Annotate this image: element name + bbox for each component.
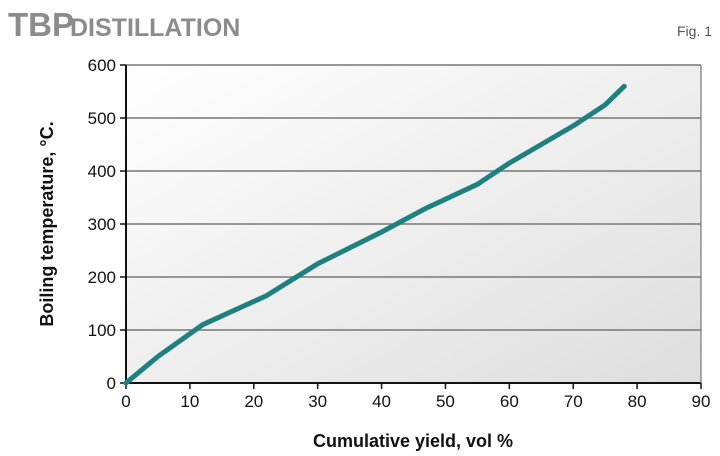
- y-tick-label-600: 600: [88, 56, 116, 75]
- chart-title-main: TBP: [8, 6, 74, 43]
- y-tick-label-100: 100: [88, 321, 116, 340]
- x-tick-label-30: 30: [308, 392, 327, 411]
- y-tick-label-500: 500: [88, 109, 116, 128]
- figure-label: Fig. 1: [677, 23, 712, 39]
- y-tick-label-400: 400: [88, 162, 116, 181]
- x-tick-label-20: 20: [244, 392, 263, 411]
- series-line-0: [123, 83, 627, 386]
- y-axis-label: Boiling temperature, °C.: [37, 121, 57, 326]
- x-tick-label-50: 50: [436, 392, 455, 411]
- x-tick-label-90: 90: [692, 392, 711, 411]
- y-tick-label-200: 200: [88, 268, 116, 287]
- x-tick-label-80: 80: [628, 392, 647, 411]
- y-axis-ticks: 0 100 200 300 400 500 600: [88, 56, 126, 393]
- y-tick-label-0: 0: [107, 374, 116, 393]
- x-axis-ticks: 0 10 20 30 40 50 60 70 80 90: [121, 383, 710, 411]
- x-tick-label-0: 0: [121, 392, 130, 411]
- y-tick-label-300: 300: [88, 215, 116, 234]
- x-axis-label: Cumulative yield, vol %: [313, 431, 513, 451]
- x-tick-label-60: 60: [500, 392, 519, 411]
- chart-title-sub: DISTILLATION: [70, 14, 240, 42]
- x-tick-label-70: 70: [564, 392, 583, 411]
- grid-lines: [126, 64, 701, 331]
- x-tick-label-10: 10: [180, 392, 199, 411]
- x-tick-label-40: 40: [372, 392, 391, 411]
- series-group: [123, 83, 627, 386]
